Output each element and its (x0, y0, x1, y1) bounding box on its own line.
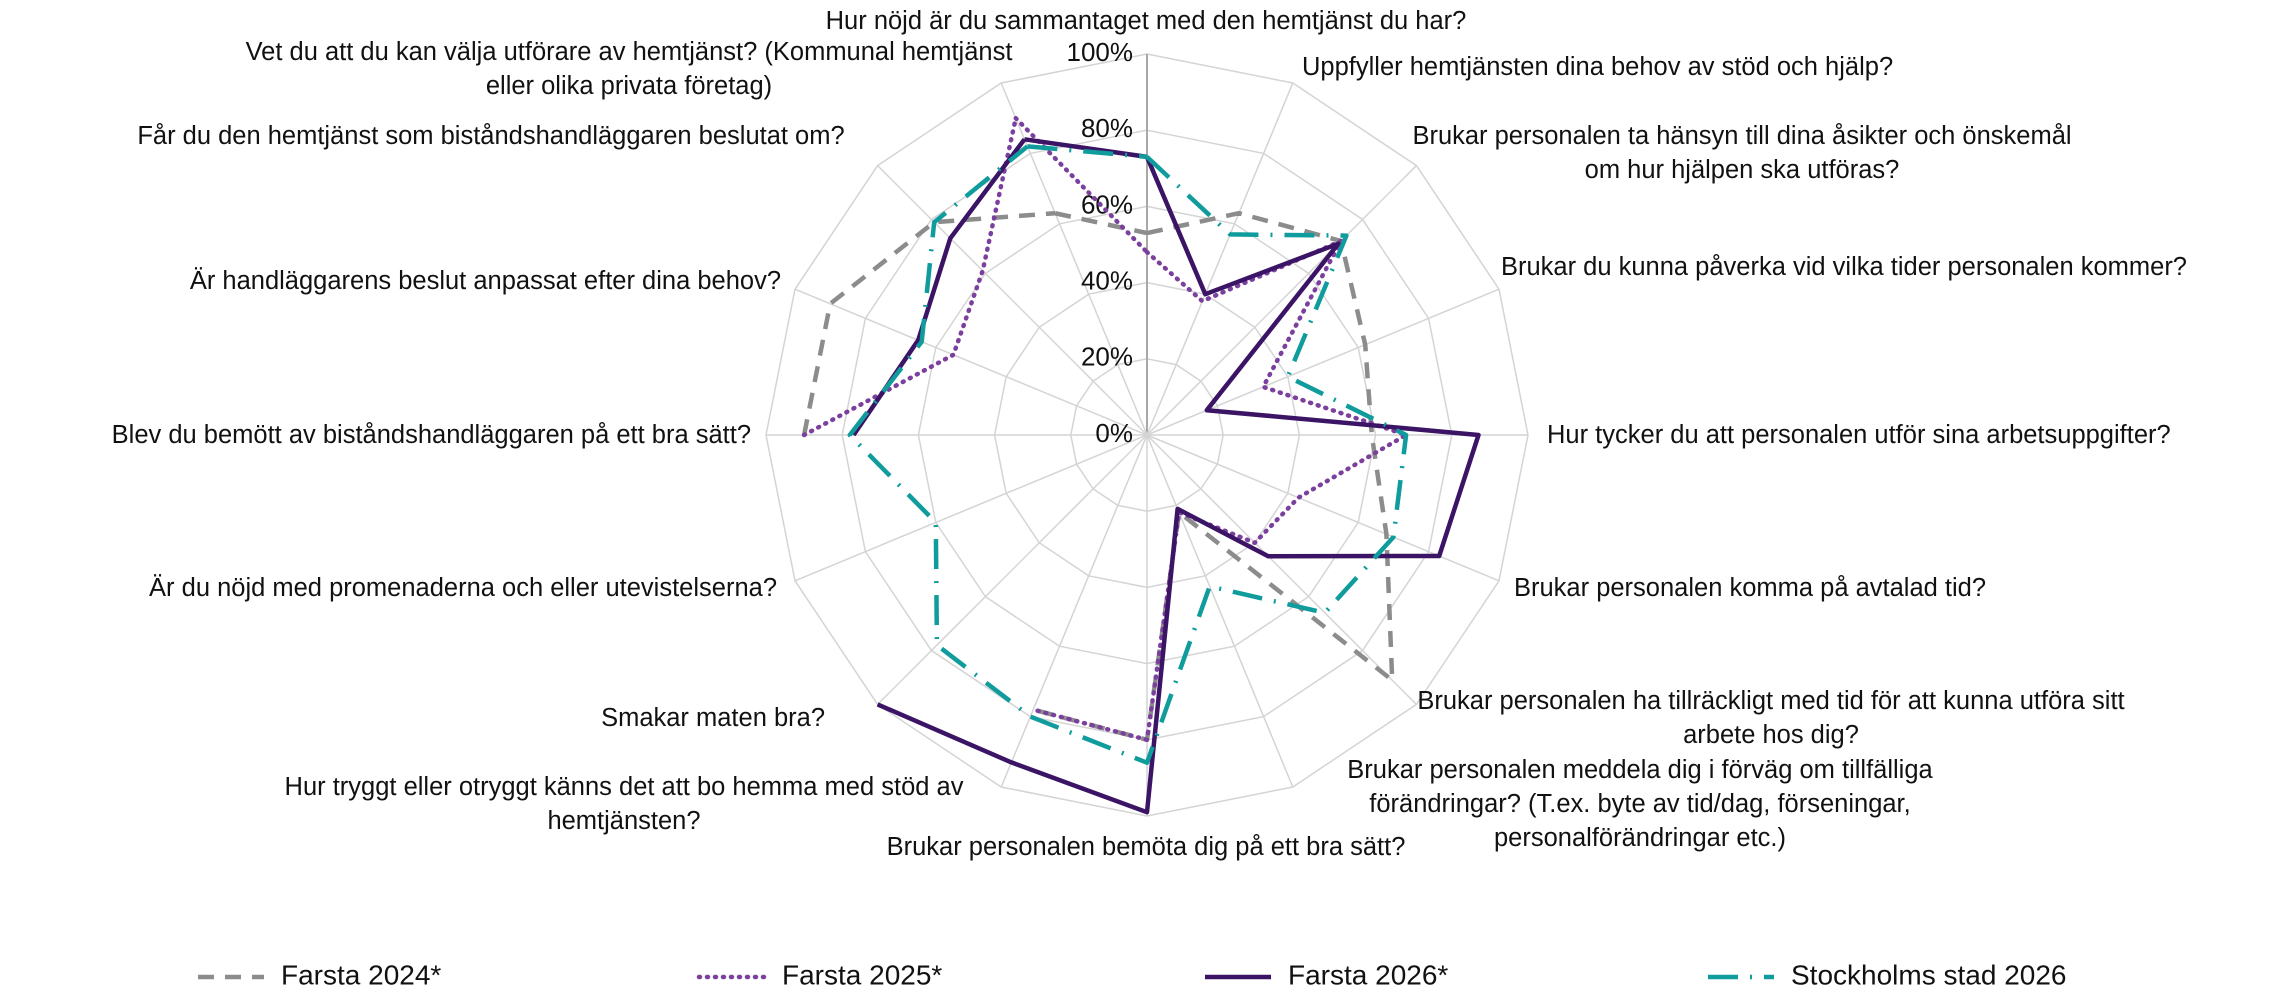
series-line-closing (1027, 144, 1148, 160)
spoke (877, 165, 1148, 436)
series-line (801, 115, 1409, 743)
category-label: Hur tryggt eller otryggt känns det att b… (284, 773, 964, 835)
category-label: Uppfyller hemtjänsten dina behov av stöd… (1302, 53, 1894, 81)
spoke (1146, 165, 1417, 436)
spoke (794, 434, 1148, 582)
category-label: Är handläggarens beslut anpassat efter d… (189, 267, 781, 295)
spoke (794, 288, 1148, 436)
r-tick-label: 100% (1067, 37, 1134, 67)
category-label: Brukar personalen komma på avtalad tid? (1514, 574, 1987, 602)
category-label: Vet du att du kan välja utförare av hemt… (245, 38, 1013, 100)
spoke (1146, 434, 1500, 582)
category-label: Smakar maten bra? (601, 704, 825, 732)
r-tick-label: 20% (1081, 342, 1133, 372)
r-tick-label: 80% (1081, 113, 1133, 143)
series-line-closing (1054, 211, 1148, 236)
r-tick-label: 40% (1081, 265, 1133, 295)
category-label: Är du nöjd med promenaderna och eller ut… (149, 574, 777, 602)
spoke (1000, 434, 1148, 788)
spoke (1146, 82, 1294, 436)
category-label: Blev du bemött av biståndshandläggaren p… (111, 421, 751, 449)
spoke (877, 434, 1148, 705)
spoke (1146, 434, 1417, 705)
legend-label: Farsta 2024* (281, 959, 441, 990)
category-label: Brukar personalen meddela dig i förväg o… (1347, 756, 1933, 852)
category-label: Brukar personalen bemöta dig på ett bra … (886, 833, 1406, 861)
legend-label: Farsta 2025* (782, 959, 942, 990)
r-tick-label: 0% (1095, 418, 1133, 448)
category-label: Hur tycker du att personalen utför sina … (1547, 421, 2171, 449)
category-label: Brukar personalen ha tillräckligt med ti… (1417, 687, 2125, 749)
category-label: Brukar personalen ta hänsyn till dina ås… (1412, 122, 2072, 184)
category-label: Får du den hemtjänst som biståndshandläg… (137, 122, 845, 150)
series-line (847, 144, 1409, 765)
spoke (1146, 288, 1500, 436)
spoke (1146, 434, 1294, 788)
legend-label: Farsta 2026* (1288, 959, 1448, 990)
legend-label: Stockholms stad 2026 (1791, 959, 2067, 990)
category-label: Brukar du kunna påverka vid vilka tider … (1500, 253, 2187, 281)
category-label: Hur nöjd är du sammantaget med den hemtj… (825, 7, 1467, 35)
